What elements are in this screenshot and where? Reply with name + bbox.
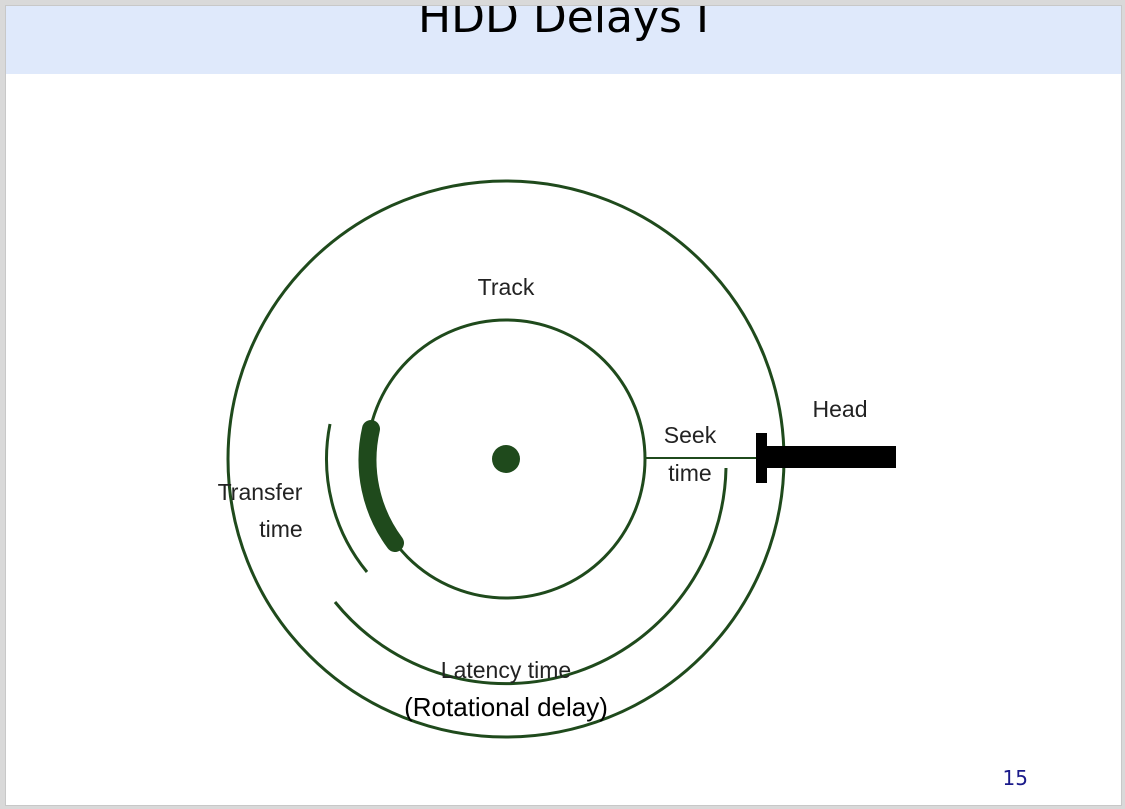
title-bar: HDD Delays I — [6, 6, 1121, 74]
page-number: 15 — [1002, 766, 1028, 790]
seek-label-line1: Seek — [664, 422, 717, 448]
seek-label-line2: time — [668, 460, 711, 486]
transfer-arc — [325, 423, 369, 573]
data-sector — [358, 420, 404, 552]
head-label: Head — [813, 396, 868, 422]
head-tip — [756, 433, 767, 483]
spindle-center — [492, 445, 520, 473]
head-arm — [758, 446, 896, 468]
track-label: Track — [478, 274, 535, 300]
rotational-delay-label: (Rotational delay) — [404, 692, 608, 722]
hdd-diagram: Track Head Seek time Transfer time Laten… — [218, 179, 896, 739]
slide-title: HDD Delays I — [418, 5, 709, 43]
transfer-label-line2: time — [259, 516, 302, 542]
latency-label: Latency time — [441, 657, 571, 683]
latency-arc — [333, 467, 728, 686]
slide: HDD Delays I Track Head Seek time Transf… — [5, 5, 1122, 806]
transfer-label-line1: Transfer — [218, 479, 303, 505]
